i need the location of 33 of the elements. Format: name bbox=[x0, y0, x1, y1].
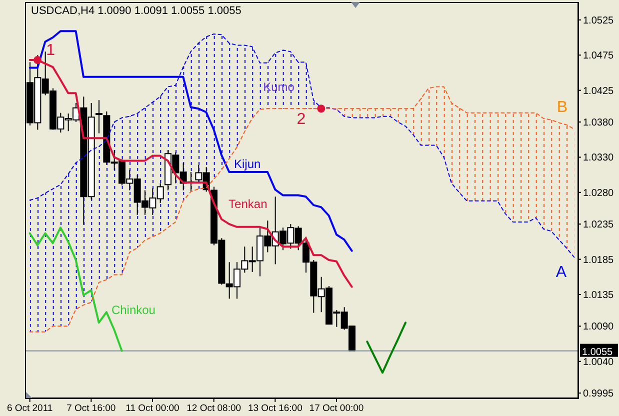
x-tick-label: 17 Oct 00:00 bbox=[309, 403, 364, 414]
y-tick-label: 1.0135 bbox=[583, 290, 614, 302]
x-tick-label: 11 Oct 00:00 bbox=[126, 403, 180, 414]
x-tick-label: 6 Oct 2011 bbox=[6, 403, 53, 414]
series-label: Tenkan bbox=[228, 197, 268, 211]
y-tick-label: 1.0330 bbox=[583, 152, 614, 164]
point bbox=[317, 104, 326, 113]
annotation: 1 bbox=[46, 42, 56, 60]
line-series bbox=[366, 322, 406, 374]
y-tick-label: 1.0040 bbox=[583, 356, 614, 368]
candlestick bbox=[96, 100, 102, 134]
y-tick-label: 1.0475 bbox=[583, 50, 614, 62]
x-tick-label: 13 Oct 16:00 bbox=[248, 403, 302, 414]
y-tick-label: 1.0235 bbox=[583, 220, 614, 231]
y-tick-label: 1.0425 bbox=[583, 86, 614, 97]
y-tick-label: 1.0090 bbox=[583, 322, 614, 333]
annotation: Kumo bbox=[263, 80, 294, 94]
x-tick-label: 12 Oct 08:00 bbox=[186, 403, 242, 414]
ref-line-label: 1.0055 bbox=[582, 346, 614, 358]
point bbox=[34, 56, 42, 64]
y-tick-label: 1.0280 bbox=[583, 188, 614, 199]
annotation: 2 bbox=[296, 110, 306, 129]
y-tick-label: 1.0380 bbox=[583, 118, 614, 129]
series-label: Chinkou bbox=[111, 303, 156, 317]
y-tick-label: 1.0525 bbox=[583, 15, 614, 26]
series-label: Kijun bbox=[234, 157, 261, 171]
chart-title: USDCAD,H4 1.0090 1.0091 1.0055 1.0055 bbox=[31, 5, 242, 17]
series-label: B bbox=[556, 99, 568, 117]
x-tick-label: 7 Oct 16:00 bbox=[66, 403, 116, 414]
line-series bbox=[29, 33, 575, 258]
y-tick-label: 0.9995 bbox=[583, 388, 614, 400]
series-label: A bbox=[556, 264, 567, 282]
y-tick-label: 1.0185 bbox=[583, 254, 614, 266]
